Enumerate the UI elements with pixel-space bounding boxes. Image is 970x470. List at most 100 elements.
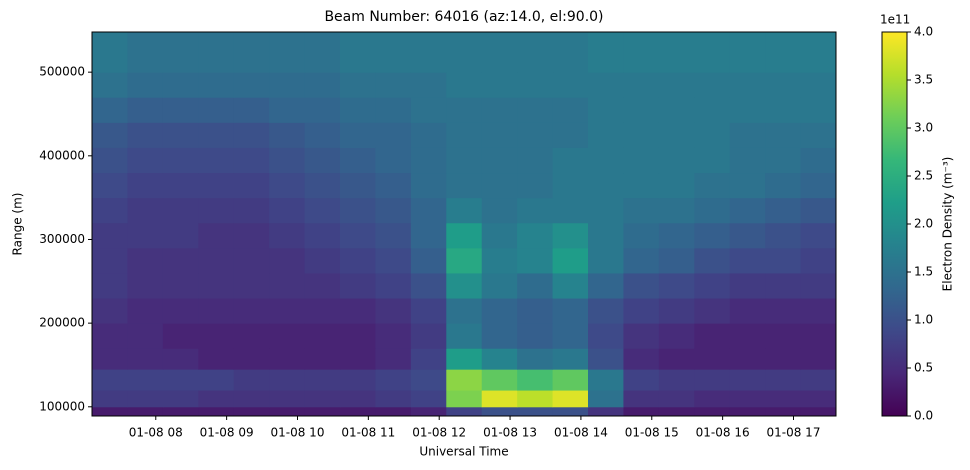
heat-cell [623, 390, 660, 408]
heat-cell [127, 32, 164, 73]
heat-cell [375, 97, 412, 123]
heat-cell [340, 32, 376, 73]
heat-cell [481, 172, 518, 199]
colorbar-tick-label: 1.5 [914, 265, 933, 279]
y-tick-label: 200000 [39, 316, 85, 330]
heat-cell [162, 298, 199, 324]
heat-cell [729, 97, 766, 123]
colorbar-tick-label: 2.5 [914, 169, 933, 183]
heat-cell [729, 147, 766, 174]
heat-cell [552, 323, 589, 349]
heat-cell [340, 369, 376, 391]
heat-cell [269, 97, 306, 123]
heat-cell [623, 147, 660, 174]
heat-cell [198, 369, 235, 391]
heat-cell [92, 172, 128, 199]
heat-cell [517, 348, 554, 370]
heat-cell [694, 197, 731, 224]
heat-cell [198, 72, 235, 98]
heat-cell [304, 323, 341, 349]
heat-cell [517, 323, 554, 349]
heat-cell [375, 406, 412, 417]
heat-cell [729, 369, 766, 391]
heat-cell [658, 32, 695, 73]
heat-cell [127, 122, 164, 148]
heat-cell [800, 97, 837, 123]
x-tick-label: 01-08 14 [554, 426, 608, 440]
heat-cell [694, 298, 731, 324]
heat-cell [552, 247, 589, 274]
heat-cell [410, 97, 447, 123]
heat-cell [269, 147, 306, 174]
heat-cell [304, 97, 341, 123]
x-tick-label: 01-08 11 [341, 426, 395, 440]
heat-cell [481, 272, 518, 299]
heat-cell [517, 390, 554, 408]
heat-cell [162, 122, 199, 148]
heat-cell [658, 122, 695, 148]
heat-cell [588, 172, 624, 199]
heat-cell [375, 390, 412, 408]
heat-cell [92, 247, 128, 274]
heat-cell [233, 197, 270, 224]
heat-cell [446, 369, 483, 391]
heat-cell [410, 272, 447, 299]
heat-cell [552, 348, 589, 370]
heat-cell [765, 323, 802, 349]
heat-cell [481, 32, 518, 73]
heat-cell [729, 32, 766, 73]
heat-cell [410, 348, 447, 370]
heat-cell [269, 323, 306, 349]
plot-frame [91, 31, 837, 417]
heat-cell [162, 247, 199, 274]
heat-cell [729, 298, 766, 324]
heat-cell [233, 122, 270, 148]
heat-cell [552, 369, 589, 391]
heat-cell [410, 172, 447, 199]
heat-cell [765, 406, 802, 417]
heat-cell [623, 172, 660, 199]
heat-cell [694, 272, 731, 299]
heat-cell [340, 390, 376, 408]
heat-cell [481, 406, 518, 417]
heat-cell [800, 197, 837, 224]
heat-cell [127, 147, 164, 174]
heat-cell [269, 122, 306, 148]
heat-cell [375, 72, 412, 98]
heat-cell [92, 272, 128, 299]
heat-cell [446, 97, 483, 123]
heat-cell [446, 32, 483, 73]
heat-cell [304, 147, 341, 174]
heat-cell [198, 406, 235, 417]
colorbar-tick-label: 3.0 [914, 121, 933, 135]
heat-cell [658, 147, 695, 174]
heat-cell [446, 272, 483, 299]
heat-cell [800, 172, 837, 199]
heat-cell [340, 222, 376, 249]
heat-cell [658, 348, 695, 370]
heat-cell [410, 197, 447, 224]
heat-cell [340, 147, 376, 174]
heat-cell [269, 369, 306, 391]
heat-cell [127, 72, 164, 98]
heat-cell [800, 323, 837, 349]
heat-cell [446, 323, 483, 349]
heat-cell [198, 197, 235, 224]
heat-cell [446, 147, 483, 174]
heat-cell [765, 247, 802, 274]
heat-cell [481, 298, 518, 324]
heat-cell [800, 147, 837, 174]
heat-cell [481, 369, 518, 391]
heat-cell [800, 32, 837, 73]
heat-cell [517, 369, 554, 391]
heat-cell [481, 390, 518, 408]
heat-cell [694, 72, 731, 98]
heat-cell [517, 272, 554, 299]
heat-cell [269, 247, 306, 274]
heat-cell [340, 247, 376, 274]
heat-cell [304, 172, 341, 199]
heat-cell [800, 369, 837, 391]
heat-cell [233, 32, 270, 73]
heat-cell [269, 348, 306, 370]
